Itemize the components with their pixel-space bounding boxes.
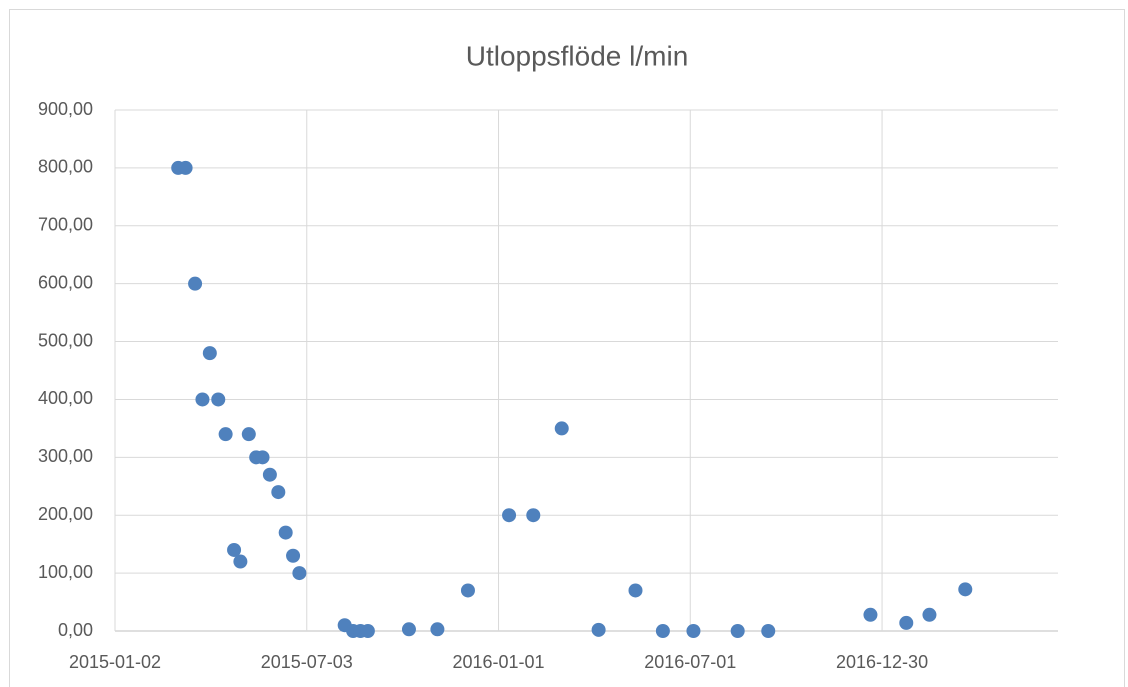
- point: [195, 392, 210, 407]
- x-tick-label: 2015-07-03: [261, 652, 353, 672]
- point: [188, 276, 203, 291]
- y-tick-label: 300,00: [38, 446, 93, 466]
- y-tick-label: 400,00: [38, 388, 93, 408]
- point: [761, 624, 776, 638]
- point: [958, 582, 973, 597]
- point: [360, 624, 375, 638]
- point: [292, 566, 307, 581]
- point: [730, 624, 745, 638]
- y-tick-label: 700,00: [38, 215, 93, 235]
- point: [863, 607, 878, 622]
- point: [655, 624, 670, 638]
- x-tick-label: 2016-12-30: [836, 652, 928, 672]
- x-tick-label: 2016-07-01: [644, 652, 736, 672]
- point: [502, 508, 517, 523]
- x-tick-label: 2015-01-02: [69, 652, 161, 672]
- y-tick-label: 0,00: [58, 620, 93, 640]
- point: [262, 467, 277, 482]
- point: [202, 346, 217, 361]
- y-tick-label: 600,00: [38, 272, 93, 292]
- point: [899, 615, 914, 630]
- point: [211, 392, 226, 407]
- point: [628, 583, 643, 598]
- point: [255, 450, 270, 465]
- point: [686, 624, 701, 638]
- y-tick-label: 500,00: [38, 330, 93, 350]
- point: [460, 583, 475, 598]
- x-tick-label: 2016-01-01: [452, 652, 544, 672]
- point: [401, 622, 416, 637]
- y-tick-label: 800,00: [38, 157, 93, 177]
- point: [554, 421, 569, 436]
- chart-border: [9, 9, 1125, 687]
- point: [178, 160, 193, 175]
- point: [218, 427, 233, 442]
- point: [430, 622, 445, 637]
- point: [591, 622, 606, 637]
- point: [227, 542, 242, 557]
- point: [526, 508, 541, 523]
- chart-title: Utloppsflöde l/min: [466, 40, 689, 71]
- point: [286, 548, 301, 563]
- y-tick-label: 900,00: [38, 99, 93, 119]
- y-tick-label: 100,00: [38, 562, 93, 582]
- point: [241, 427, 256, 442]
- y-tick-label: 200,00: [38, 504, 93, 524]
- point: [922, 607, 937, 622]
- point: [278, 525, 293, 540]
- point: [233, 554, 248, 569]
- point: [271, 485, 286, 500]
